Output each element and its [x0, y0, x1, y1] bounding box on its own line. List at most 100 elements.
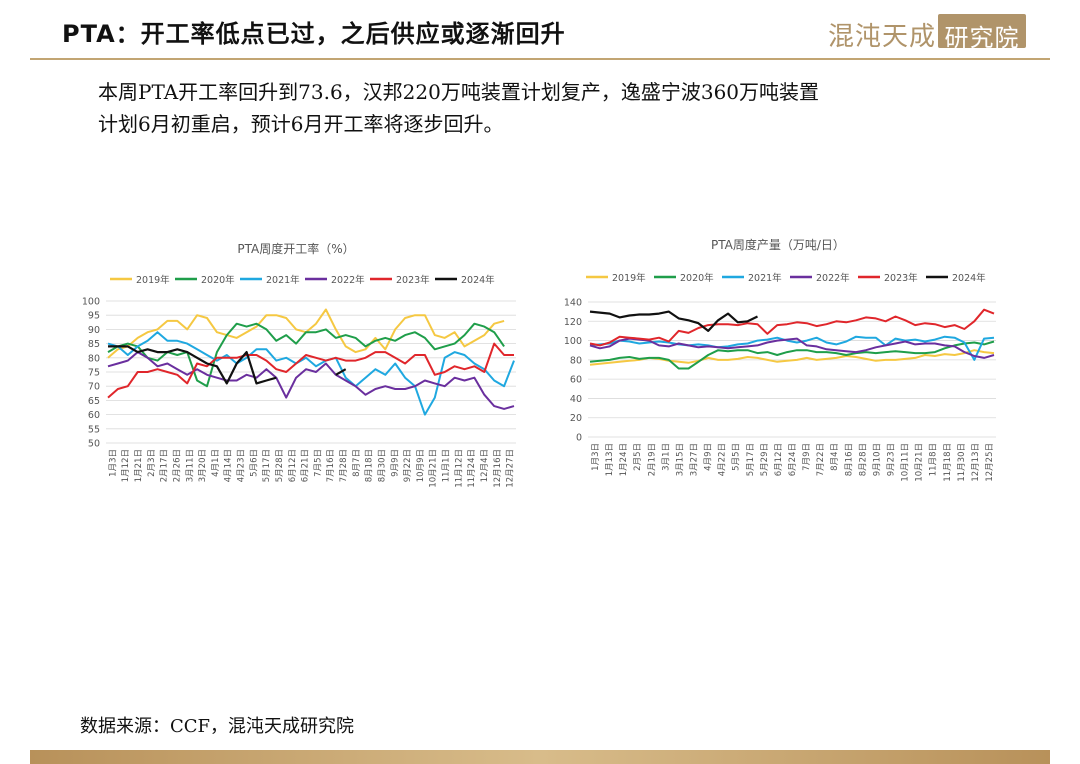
series-line — [589, 340, 995, 370]
x-tick-label: 2月3日 — [147, 449, 157, 477]
x-tick-label: 10月9日 — [416, 449, 426, 482]
x-tick-label: 4月14日 — [224, 449, 234, 482]
x-tick-label: 10月21日 — [429, 449, 439, 488]
operating-rate-chart: PTA周度开工率（%） 2019年 2020年 2021年 2022年 2023年 2024… — [82, 241, 516, 488]
summary-line-1: 本周PTA开工率回升到73.6，汉邦220万吨装置计划复产，逸盛宁波360万吨装… — [98, 80, 820, 104]
x-tick-label: 11月30日 — [957, 443, 967, 482]
data-source: 数据来源：CCF，混沌天成研究院 — [80, 716, 355, 737]
y-tick-label: 80 — [88, 353, 100, 364]
page-title: PTA：开工率低点已过，之后供应或逐渐回升 — [62, 20, 566, 48]
y-tick-label: 90 — [88, 325, 100, 336]
logo-text: 混沌天成 — [828, 22, 937, 52]
legend-label: 2019年 — [136, 274, 170, 286]
legend-label: 2022年 — [816, 272, 850, 284]
y-tick-label: 55 — [88, 424, 100, 435]
y-tick-label: 65 — [88, 396, 100, 407]
x-tick-label: 4月1日 — [211, 449, 221, 477]
chart-title: PTA周度开工率（%） — [237, 241, 354, 256]
brand-logo: 混沌天成 研究院 — [828, 12, 1028, 52]
legend-label: 2024年 — [461, 274, 495, 286]
series-line — [107, 331, 515, 416]
series-line — [107, 322, 505, 388]
logo-box: 研究院 — [938, 14, 1026, 52]
x-tick-label: 11月8日 — [929, 443, 939, 476]
x-tick-label: 12月25日 — [985, 443, 995, 482]
x-tick-label: 9月10日 — [872, 443, 882, 476]
x-tick-label: 7月28日 — [339, 449, 349, 482]
y-tick-label: 120 — [564, 317, 582, 328]
y-tick-label: 85 — [88, 339, 100, 350]
x-tick-label: 1月21日 — [134, 449, 144, 482]
x-tick-label: 9月22日 — [403, 449, 413, 482]
y-tick-label: 95 — [88, 311, 100, 322]
series-line — [107, 342, 514, 399]
legend-label: 2019年 — [612, 272, 646, 284]
y-tick-label: 100 — [564, 336, 582, 347]
y-tick-label: 0 — [576, 433, 582, 444]
summary-text: 本周PTA开工率回升到73.6，汉邦220万吨装置计划复产，逸盛宁波360万吨装… — [98, 76, 998, 140]
x-tick-label: 3月11日 — [185, 449, 195, 482]
x-tick-label: 11月1日 — [442, 449, 452, 482]
x-tick-label: 8月28日 — [858, 443, 868, 476]
x-tick-label: 8月18日 — [365, 449, 375, 482]
x-tick-label: 8月16日 — [844, 443, 854, 476]
y-tick-label: 100 — [82, 297, 100, 308]
y-tick-label: 75 — [88, 368, 100, 379]
x-tick-label: 12月27日 — [506, 449, 516, 488]
y-tick-label: 80 — [570, 355, 582, 366]
x-tick-label: 11月12日 — [454, 449, 464, 488]
x-tick-label: 1月12日 — [121, 449, 131, 482]
legend-label: 2021年 — [266, 274, 300, 286]
chart-title: PTA周度产量（万吨/日） — [711, 237, 845, 252]
x-tick-label: 5月17日 — [262, 449, 272, 482]
weekly-output-chart: PTA周度产量（万吨/日） 2019年 2020年 2021年 2022年 2023年 20… — [564, 237, 996, 482]
x-tick-label: 2月5日 — [633, 443, 643, 471]
series-line — [589, 310, 758, 332]
x-tick-label: 5月29日 — [760, 443, 770, 476]
x-tick-label: 7月5日 — [313, 449, 323, 477]
series-line — [589, 335, 995, 361]
series-line — [589, 308, 995, 347]
footer-bar — [30, 750, 1050, 764]
x-tick-label: 3月27日 — [690, 443, 700, 476]
series-line — [107, 351, 515, 410]
legend-label: 2020年 — [680, 272, 714, 284]
series-line — [108, 345, 347, 385]
summary-line-2: 计划6月初重启，预计6月开工率将逐步回升。 — [98, 112, 504, 136]
x-tick-label: 11月24日 — [467, 449, 477, 488]
y-tick-label: 50 — [88, 439, 100, 450]
legend-label: 2024年 — [952, 272, 986, 284]
x-tick-label: 8月7日 — [352, 449, 362, 477]
legend-label: 2023年 — [396, 274, 430, 286]
x-tick-label: 1月13日 — [605, 443, 615, 476]
y-tick-label: 60 — [88, 410, 100, 421]
x-tick-label: 8月4日 — [830, 443, 840, 471]
y-tick-label: 40 — [570, 394, 582, 405]
legend-label: 2020年 — [201, 274, 235, 286]
legend-label: 2021年 — [748, 272, 782, 284]
x-tick-label: 8月30日 — [377, 449, 387, 482]
x-tick-label: 12月4日 — [480, 449, 490, 482]
x-tick-label: 4月23日 — [237, 449, 247, 482]
x-tick-label: 1月3日 — [108, 449, 118, 477]
x-tick-label: 2月26日 — [172, 449, 182, 482]
x-tick-label: 7月22日 — [816, 443, 826, 476]
x-tick-label: 9月9日 — [390, 449, 400, 477]
x-tick-label: 1月24日 — [619, 443, 629, 476]
x-tick-label: 6月12日 — [774, 443, 784, 476]
x-tick-label: 6月21日 — [301, 449, 311, 482]
header: PTA：开工率低点已过，之后供应或逐渐回升 混沌天成 研究院 — [0, 0, 1080, 60]
y-tick-label: 20 — [570, 413, 582, 424]
x-tick-label: 4月9日 — [704, 443, 714, 471]
x-tick-label: 5月5日 — [732, 443, 742, 471]
x-tick-label: 4月22日 — [718, 443, 728, 476]
x-tick-label: 9月23日 — [886, 443, 896, 476]
x-tick-label: 11月18日 — [943, 443, 953, 482]
x-tick-label: 7月16日 — [326, 449, 336, 482]
x-tick-label: 3月1日 — [661, 443, 671, 471]
x-tick-label: 10月21日 — [915, 443, 925, 482]
x-tick-label: 7月9日 — [802, 443, 812, 471]
x-tick-label: 3月20日 — [198, 449, 208, 482]
legend-label: 2022年 — [331, 274, 365, 286]
x-tick-label: 12月13日 — [971, 443, 981, 482]
